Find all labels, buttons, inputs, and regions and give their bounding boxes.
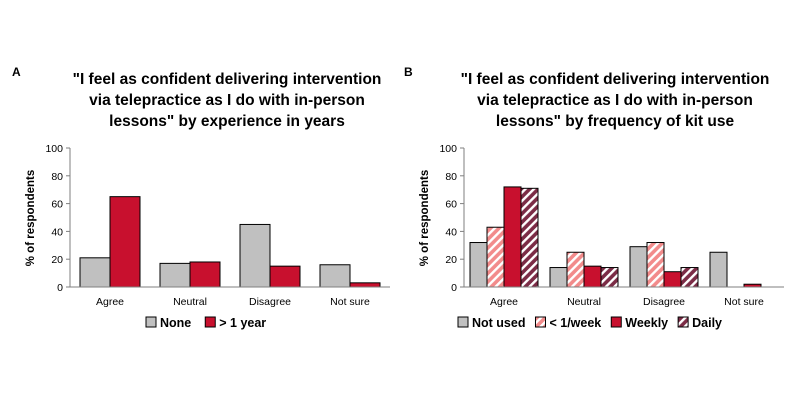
panel-b-legend-swatch [534,316,546,328]
panel-a-y-tick-label: 20 [51,254,63,266]
panel-a-category-label: Disagree [249,296,291,308]
panel-a-title-line-2: via telepractice as I do with in-person [89,92,365,109]
panel-a-y-axis-label: % of respondents [25,170,37,266]
panel-b-legend: Not used < 1/week Weekly Daily [457,316,722,330]
panel-b-legend-label: < 1/week [549,316,601,330]
panel-a-y-tick-label: 100 [45,143,63,155]
panel-a-title-line-1: "I feel as confident delivering interven… [73,71,382,88]
panel-a-y-tick-label: 60 [51,199,63,211]
panel-b-legend-label: Daily [692,316,722,330]
panel-b-y-tick-label: 100 [439,143,457,155]
panel-a-legend-label: None [160,316,191,330]
panel-b-y-tick-label: 60 [445,199,457,211]
panel-a-legend: None > 1 year [145,316,266,330]
panel-b-bar [680,267,699,288]
panel-b-legend-swatch [677,316,689,328]
panel-a-bar [159,262,191,288]
panel-a-bar [319,264,351,288]
panel-b-legend-swatch [457,316,469,328]
panel-b-title-line-2: via telepractice as I do with in-person [477,92,753,109]
panel-b-y-tick-label: 20 [445,254,457,266]
panel-a-legend-swatch [145,316,157,328]
panel-b-bar [663,271,682,288]
panel-a-y-tick-label: 80 [51,171,63,183]
panel-b-category-label: Disagree [643,296,685,308]
panel-a-category-label: Neutral [173,296,207,308]
panel-b-y-tick-label: 40 [445,226,457,238]
panel-b-bar [520,187,539,288]
panel-a-y-tick-label: 0 [57,282,63,294]
panel-b-bar [646,242,665,288]
panel-b-legend-swatch [610,316,622,328]
panel-a-bar [189,261,221,288]
panel-b-bar [469,242,488,288]
panel-a-y-tick-label: 40 [51,226,63,238]
panel-b-bar [503,186,522,288]
panel-a-bar [79,257,111,288]
panel-a-bar [349,282,381,288]
panel-b-category-label: Agree [490,296,518,308]
panel-a-category-label: Agree [96,296,124,308]
panel-b-y-tick-label: 80 [445,171,457,183]
panel-a-category-label: Not sure [330,296,370,308]
panel-a-legend-swatch [204,316,216,328]
panel-a-bar [269,265,301,288]
panel-a-title-line-3: lessons" by experience in years [109,113,345,130]
panel-b-legend-label: Weekly [625,316,668,330]
panel-b-bar [709,251,728,288]
panel-a-bar [239,223,271,288]
panel-a-legend-label: > 1 year [219,316,266,330]
panel-b-bar [600,267,619,288]
panel-b-title-line-1: "I feel as confident delivering interven… [461,71,770,88]
panel-b-y-tick-label: 0 [451,282,457,294]
panel-b-y-axis-label: % of respondents [419,170,431,266]
panel-b: B "I feel as confident delivering interv… [404,65,784,330]
panel-b-bar [629,246,648,288]
panel-b-bar [583,265,602,288]
panel-b-bar [549,267,568,288]
panel-a: A "I feel as confident delivering interv… [12,65,390,330]
panel-b-label: B [404,65,413,79]
panel-b-plot-area: 0 20 40 60 80 100 Agree Neutral Disagree Not sure [439,143,784,308]
panel-b-category-label: Not sure [724,296,764,308]
panel-b-category-label: Neutral [567,296,601,308]
panel-b-bar [486,226,505,288]
panel-b-legend-label: Not used [472,316,525,330]
panel-b-title-line-3: lessons" by frequency of kit use [496,113,735,130]
panel-a-label: A [12,65,21,79]
panel-a-plot-area: 0 20 40 60 80 100 Agree Neutral Disagree Not sure [45,143,390,308]
panel-b-bar [566,251,585,288]
panel-a-bar [109,196,141,288]
